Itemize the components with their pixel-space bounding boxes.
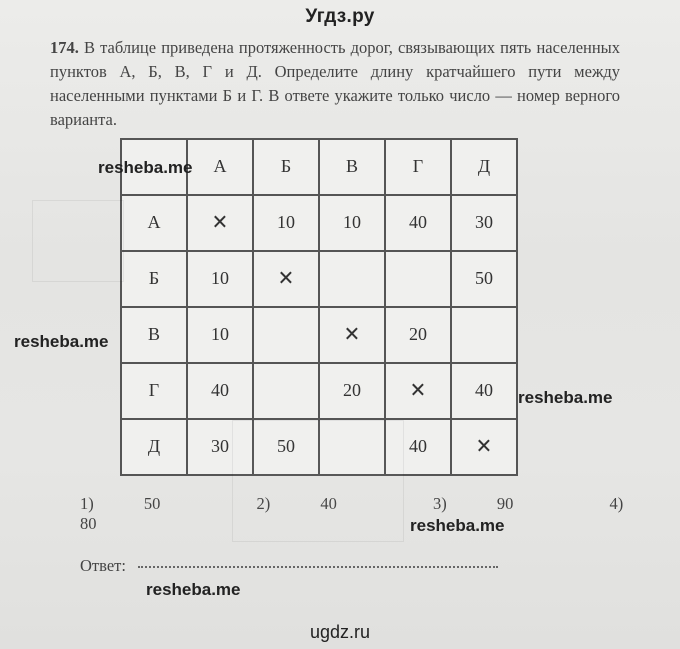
cell [385,251,451,307]
row-header: В [121,307,187,363]
col-header: Д [451,139,517,195]
option-val: 40 [320,494,337,513]
table-row: В 10 × 20 [121,307,517,363]
row-header: Г [121,363,187,419]
option: 2) 40 [257,494,383,513]
cross-icon: × [278,263,294,294]
cross-icon: × [410,375,426,406]
answer-label: Ответ: [80,556,126,575]
row-header: Д [121,419,187,475]
cell: × [451,419,517,475]
table-row: Д 30 50 40 × [121,419,517,475]
option-num: 3) [433,494,447,513]
cross-icon: × [476,431,492,462]
cell: 40 [187,363,253,419]
col-header: Г [385,139,451,195]
cell: 20 [385,307,451,363]
cell: × [385,363,451,419]
cell [319,251,385,307]
problem-text: 174. В таблице приведена протяженность д… [50,36,620,132]
cell: 50 [253,419,319,475]
answer-options: 1) 50 2) 40 3) 90 4) 80 [80,494,680,534]
cross-icon: × [344,319,360,350]
cell: 10 [187,251,253,307]
distance-table: А Б В Г Д А × 10 10 40 30 Б 10 × 50 [120,138,518,476]
table-row: Г 40 20 × 40 [121,363,517,419]
cell: 40 [385,419,451,475]
cell: 40 [451,363,517,419]
row-header: А [121,195,187,251]
col-header: В [319,139,385,195]
answer-row: Ответ: [80,556,680,576]
option-val: 50 [144,494,161,513]
page: Угдз.ру 174. В таблице приведена протяже… [0,0,680,649]
watermark: resheba.me [146,580,241,600]
distance-table-wrap: А Б В Г Д А × 10 10 40 30 Б 10 × 50 [120,138,680,476]
row-header: Б [121,251,187,307]
corner-cell [121,139,187,195]
option: 3) 90 [433,494,559,513]
cell: 10 [187,307,253,363]
col-header: А [187,139,253,195]
cross-icon: × [212,207,228,238]
table-row: А × 10 10 40 30 [121,195,517,251]
cell [319,419,385,475]
watermark: resheba.me [14,332,109,352]
cell [253,307,319,363]
cell: 30 [187,419,253,475]
cell: 20 [319,363,385,419]
cell: 40 [385,195,451,251]
option-num: 4) [610,494,624,513]
table-header-row: А Б В Г Д [121,139,517,195]
cell [451,307,517,363]
option-val: 90 [497,494,514,513]
cell: 30 [451,195,517,251]
site-footer: ugdz.ru [0,622,680,643]
answer-blank [138,566,498,568]
problem-body: В таблице приведена протяженность дорог,… [50,38,620,129]
cell: 10 [253,195,319,251]
cell: 10 [319,195,385,251]
table-row: Б 10 × 50 [121,251,517,307]
col-header: Б [253,139,319,195]
cell: × [319,307,385,363]
cell [253,363,319,419]
option-val: 80 [80,514,97,533]
cell: × [187,195,253,251]
site-header: Угдз.ру [0,0,680,28]
scan-ghost [32,200,124,282]
option: 1) 50 [80,494,206,513]
cell: × [253,251,319,307]
cell: 50 [451,251,517,307]
problem-number: 174. [50,38,79,57]
option-num: 1) [80,494,94,513]
option-num: 2) [257,494,271,513]
